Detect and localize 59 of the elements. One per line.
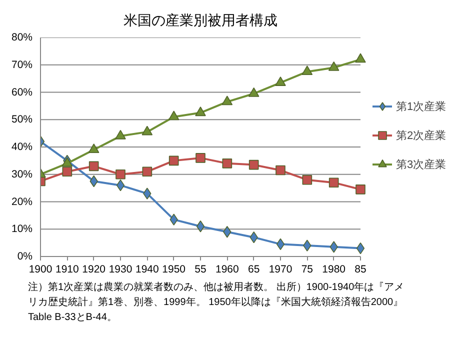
point: [328, 178, 339, 188]
point: [276, 165, 286, 176]
point: [356, 184, 366, 194]
point: [142, 166, 152, 177]
y-tick-label: 40%: [11, 141, 32, 153]
point: [116, 169, 126, 180]
x-tick-label: 1960: [215, 264, 240, 276]
point: [170, 214, 178, 226]
point: [196, 220, 205, 232]
point: [248, 87, 260, 97]
text: 注）第1次産業は農業の就業者数のみ、他は被用者数。 出所）1900-1940年は『アメリカ歴史統計』第1巻、別巻、1999年。 1950年以降は『米国大統領経済報告2000』Table B-33とB-44。: [28, 280, 406, 325]
y-tick-label: 10%: [11, 223, 32, 236]
point: [303, 240, 312, 252]
x-tick-label: 55: [194, 264, 206, 276]
point: [355, 53, 366, 63]
point: [143, 188, 152, 200]
x-tick-label: 65: [248, 264, 260, 276]
x-tick-label: 75: [301, 264, 314, 276]
legend-label: 第3次産業: [396, 158, 446, 172]
point: [248, 160, 259, 170]
y-tick-label: 70%: [11, 58, 32, 71]
y-tick-label: 30%: [11, 168, 32, 180]
x-tick-label: 1950: [162, 264, 186, 276]
point: [88, 144, 100, 154]
y-tick-label: 80%: [11, 32, 32, 44]
point: [276, 238, 285, 250]
x-tick-label: 1980: [322, 264, 346, 276]
point: [168, 110, 180, 120]
x-tick-label: 1900: [28, 264, 52, 276]
y-tick-label: 20%: [11, 196, 32, 208]
x-tick-label: 1940: [135, 264, 160, 276]
point: [62, 157, 73, 167]
point: [302, 174, 312, 185]
x-tick-label: 1920: [82, 264, 106, 276]
y-tick-label: 0%: [17, 250, 33, 262]
point: [302, 66, 313, 76]
point: [275, 76, 286, 86]
point: [222, 158, 232, 168]
point: [142, 126, 153, 136]
point: [356, 242, 365, 254]
legend-label: 第2次産業: [396, 128, 446, 142]
x-tick-label: 85: [354, 264, 366, 276]
point: [222, 96, 233, 106]
point: [168, 156, 179, 166]
point: [330, 241, 338, 253]
point: [88, 161, 99, 172]
x-tick-label: 1910: [55, 264, 80, 276]
chart-title: 米国の産業別被用者構成: [124, 12, 278, 28]
y-tick-label: 50%: [11, 114, 32, 126]
point: [195, 106, 206, 116]
x-tick-label: 1970: [268, 264, 292, 276]
legend-label: 第1次産業: [396, 100, 446, 114]
point: [62, 166, 72, 177]
x-tick-label: 1930: [108, 264, 132, 276]
point: [115, 130, 126, 140]
point: [116, 179, 125, 192]
point: [196, 153, 206, 163]
y-tick-label: 60%: [11, 86, 32, 98]
point: [328, 61, 340, 71]
